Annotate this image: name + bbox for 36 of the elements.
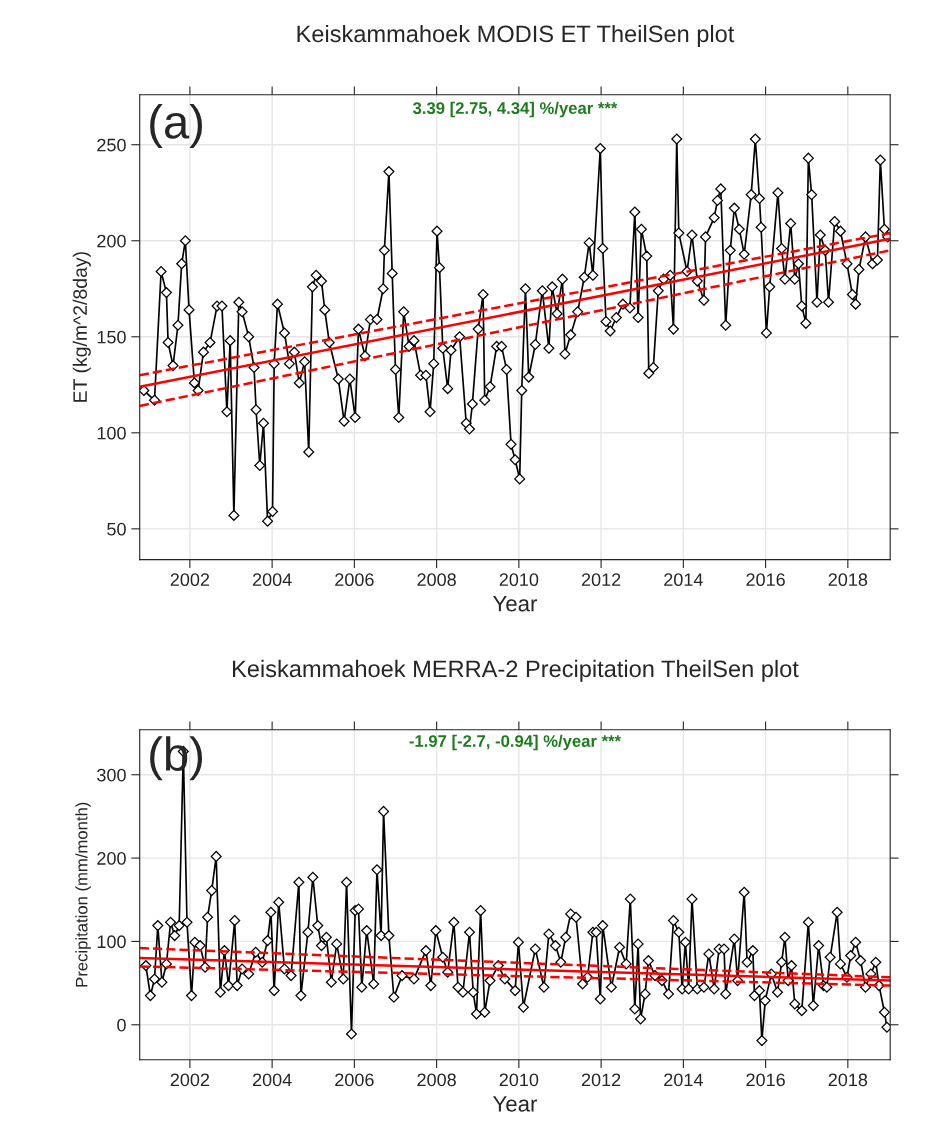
x-tick-label: 2002 bbox=[170, 1073, 210, 1087]
x-tick-label: 2014 bbox=[664, 573, 703, 587]
y-axis-title: Precipitation (mm/month) bbox=[75, 802, 91, 987]
x-tick-label: 2006 bbox=[335, 1073, 374, 1087]
x-tick-label: 2010 bbox=[499, 573, 539, 587]
x-tick-label: 2018 bbox=[828, 573, 868, 587]
y-tick-label: 100 bbox=[97, 426, 126, 440]
y-tick-label: 50 bbox=[107, 522, 126, 536]
y-tick-label: 100 bbox=[97, 935, 126, 949]
x-tick-label: 2012 bbox=[581, 1073, 621, 1087]
x-tick-label: 2016 bbox=[746, 1073, 785, 1087]
x-tick-label: 2006 bbox=[335, 573, 374, 587]
y-tick-label: 150 bbox=[97, 330, 126, 344]
x-tick-label: 2002 bbox=[170, 573, 210, 587]
x-tick-label: 2014 bbox=[664, 1073, 703, 1087]
annotation: 3.39 [2.75, 4.34] %/year *** bbox=[412, 101, 618, 118]
x-tick-label: 2012 bbox=[581, 573, 621, 587]
x-tick-label: 2018 bbox=[828, 1073, 868, 1087]
y-tick-label: 300 bbox=[97, 768, 126, 782]
x-axis-title: Year bbox=[492, 1096, 538, 1112]
x-tick-label: 2004 bbox=[252, 573, 292, 587]
x-tick-label: 2016 bbox=[746, 573, 785, 587]
y-axis-title: ET (kg/m^2/8day) bbox=[72, 252, 91, 402]
y-tick-label: 200 bbox=[97, 852, 126, 865]
y-tick-label: 0 bbox=[117, 1018, 126, 1032]
chart-title: Keiskammahoek MERRA-2 Precipitation TheilSen plot bbox=[233, 659, 799, 682]
y-tick-label: 250 bbox=[97, 138, 126, 152]
x-tick-label: 2008 bbox=[417, 1073, 456, 1087]
annotation: -1.97 [-2.7, -0.94] %/year *** bbox=[409, 734, 622, 751]
chart-title: Keiskammahoek MODIS ET TheilSen plot bbox=[297, 24, 735, 47]
y-tick-label: 200 bbox=[97, 234, 126, 248]
x-tick-label: 2004 bbox=[252, 1073, 292, 1087]
x-tick-label: 2008 bbox=[417, 573, 456, 587]
annotation: (a) bbox=[150, 104, 202, 149]
x-tick-label: 2010 bbox=[499, 1073, 539, 1087]
x-axis-title: Year bbox=[492, 595, 538, 612]
